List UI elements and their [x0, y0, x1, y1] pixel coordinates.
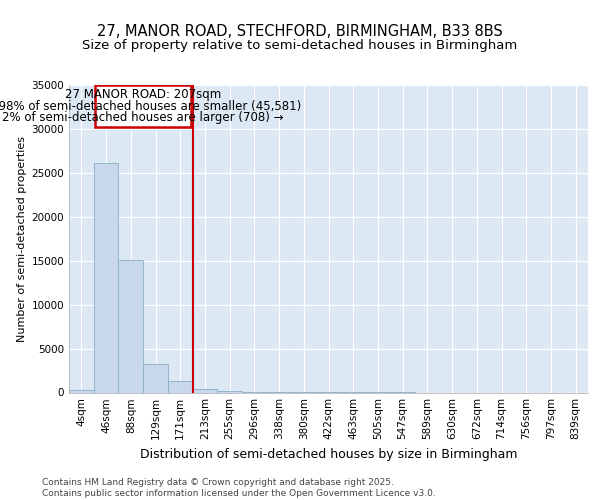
Text: ← 98% of semi-detached houses are smaller (45,581): ← 98% of semi-detached houses are smalle… [0, 100, 301, 112]
Bar [217, 390, 242, 392]
Text: 27, MANOR ROAD, STECHFORD, BIRMINGHAM, B33 8BS: 27, MANOR ROAD, STECHFORD, BIRMINGHAM, B… [97, 24, 503, 39]
Bar [94, 163, 118, 392]
Bar [193, 389, 217, 392]
Text: Size of property relative to semi-detached houses in Birmingham: Size of property relative to semi-detach… [82, 38, 518, 52]
Text: 27 MANOR ROAD: 207sqm: 27 MANOR ROAD: 207sqm [65, 88, 221, 101]
Bar [118, 260, 143, 392]
Bar [69, 390, 94, 392]
Text: Contains HM Land Registry data © Crown copyright and database right 2025.
Contai: Contains HM Land Registry data © Crown c… [42, 478, 436, 498]
Bar [143, 364, 168, 392]
Bar [168, 381, 193, 392]
X-axis label: Distribution of semi-detached houses by size in Birmingham: Distribution of semi-detached houses by … [140, 448, 517, 461]
Y-axis label: Number of semi-detached properties: Number of semi-detached properties [17, 136, 27, 342]
Text: 2% of semi-detached houses are larger (708) →: 2% of semi-detached houses are larger (7… [2, 111, 284, 124]
Bar [95, 85, 191, 127]
